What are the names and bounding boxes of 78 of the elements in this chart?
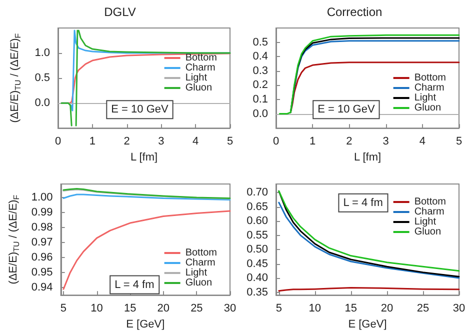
y-axis-title: (ΔE/E)TU / (ΔE/E)F (8, 194, 21, 284)
y-tick-label: 0.50 (246, 244, 268, 256)
x-axis-title: E [GeV] (126, 318, 165, 330)
y-tick-label: 0.94 (31, 282, 53, 294)
x-axis-title: L [fm] (130, 152, 158, 164)
x-tick-label: 4 (419, 136, 426, 148)
y-tick-label: 1.00 (31, 192, 53, 204)
y-tick-label: 0.5 (34, 72, 50, 84)
y-tick-label: 0.40 (246, 272, 268, 284)
legend-label: Gluon (185, 278, 212, 288)
legend-label: Gluon (414, 102, 442, 114)
x-tick-label: 5 (456, 136, 462, 148)
legend-label: Charm (185, 258, 216, 268)
chart-title: Correction (326, 5, 382, 19)
x-tick-label: 25 (190, 302, 203, 315)
x-tick-label: 2 (346, 136, 352, 148)
line-series (290, 62, 460, 114)
y-tick-label: 0.35 (246, 286, 268, 298)
y-tick-label: 0.95 (31, 266, 53, 279)
y-tick-label: 0.3 (252, 64, 268, 77)
x-tick-label: 1 (89, 136, 96, 148)
y-tick-label: 0.0 (34, 97, 50, 110)
y-tick-label: 1.0 (34, 47, 50, 60)
legend-label: Light (414, 92, 436, 104)
x-tick-label: 1 (310, 136, 316, 148)
x-tick-label: 5 (276, 302, 282, 315)
x-tick-label: 5 (60, 302, 67, 315)
legend-label: Light (185, 268, 208, 278)
y-tick-label: 0.98 (31, 222, 53, 234)
x-tick-label: 20 (380, 302, 394, 315)
legend-label: Light (414, 216, 436, 228)
x-tick-label: 5 (226, 136, 234, 148)
y-tick-label: 0.65 (246, 200, 268, 213)
y-tick-label: 0.97 (31, 236, 53, 249)
x-tick-label: 3 (158, 136, 164, 148)
x-tick-label: 30 (224, 302, 236, 315)
legend-label: Light (185, 72, 208, 84)
x-tick-label: 25 (416, 302, 430, 315)
x-tick-label: 30 (452, 302, 466, 315)
legend-label: Charm (185, 62, 216, 74)
line-series (62, 210, 231, 290)
y-tick-label: 0.99 (31, 206, 53, 219)
legend-label: Bottom (414, 72, 446, 84)
y-tick-label: 0.2 (252, 79, 268, 92)
x-axis-title: E [GeV] (348, 318, 387, 330)
y-tick-label: 0.5 (252, 36, 268, 48)
y-tick-label: 0.4 (252, 50, 268, 63)
legend-label: Charm (414, 82, 444, 94)
chart-title: DGLV (104, 5, 136, 19)
x-axis-title: L [fm] (354, 152, 382, 164)
x-tick-label: 15 (124, 302, 136, 315)
x-tick-label: 4 (192, 136, 199, 148)
x-tick-label: 20 (157, 302, 170, 315)
x-tick-label: 3 (382, 136, 389, 148)
x-tick-label: 15 (344, 302, 358, 315)
x-tick-label: 0 (54, 136, 62, 148)
legend-label: Bottom (185, 248, 218, 258)
annotation: L = 4 fm (114, 278, 154, 291)
annotation: E = 10 GeV (318, 104, 376, 116)
y-tick-label: 0.1 (252, 94, 268, 106)
legend-label: Bottom (185, 52, 218, 64)
y-tick-label: 0.70 (246, 186, 268, 199)
y-tick-label: 0.96 (31, 252, 53, 264)
y-tick-label: 0.45 (246, 258, 268, 270)
y-tick-label: 0.55 (246, 229, 268, 242)
legend-label: Gluon (414, 226, 442, 238)
x-tick-label: 10 (90, 302, 103, 315)
legend-label: Bottom (414, 196, 446, 208)
annotation: E = 10 GeV (111, 104, 169, 116)
annotation: L = 4 fm (343, 196, 383, 209)
legend-label: Charm (414, 206, 444, 218)
x-tick-label: 0 (272, 136, 280, 148)
y-tick-label: 0.0 (252, 108, 268, 120)
x-tick-label: 10 (308, 302, 322, 315)
x-tick-label: 2 (124, 136, 130, 148)
legend-label: Gluon (185, 82, 212, 94)
y-tick-label: 0.60 (246, 215, 268, 228)
y-axis-title: (ΔE/E)TU / (ΔE/E)F (9, 33, 22, 123)
